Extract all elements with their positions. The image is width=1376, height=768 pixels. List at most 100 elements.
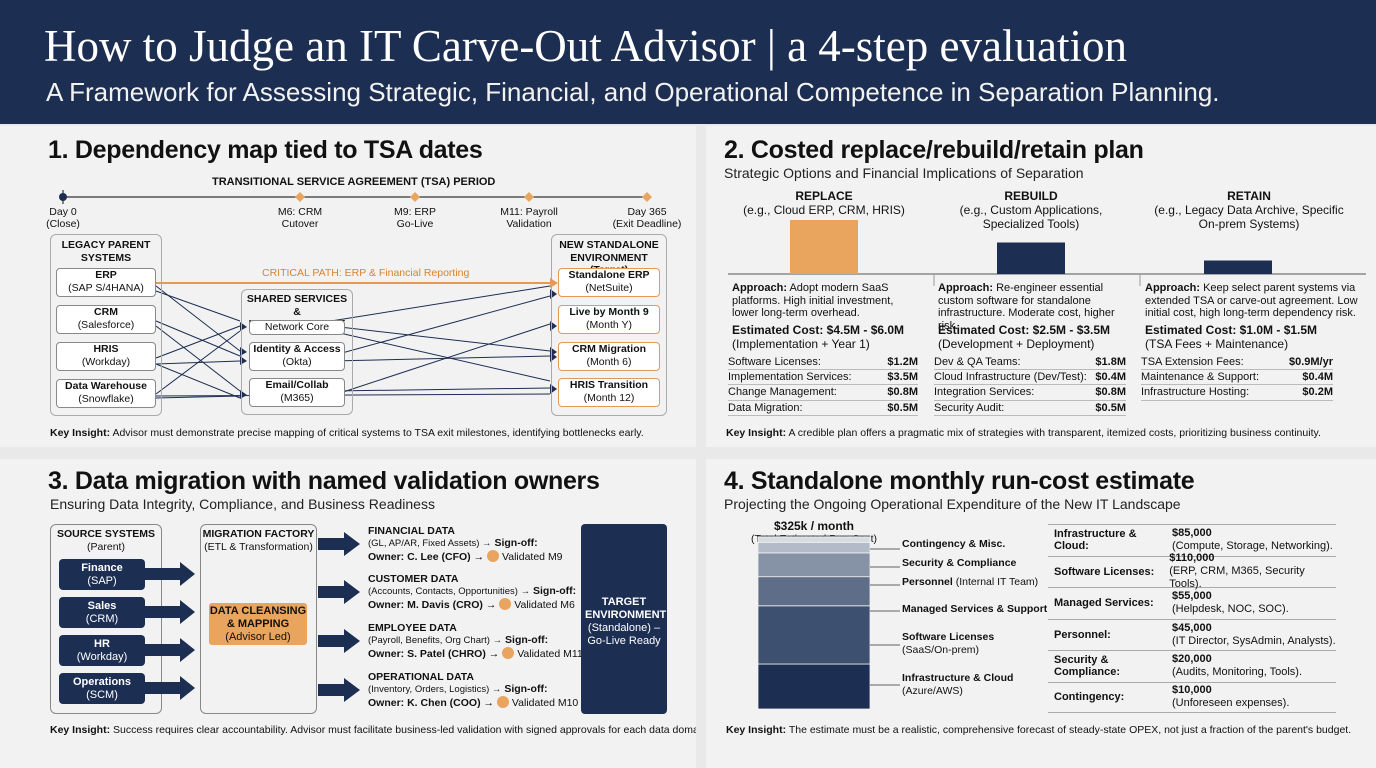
run-cost-segment [757, 576, 871, 607]
option-replace-title: REPLACE (e.g., Cloud ERP, CRM, HRIS) [743, 189, 905, 217]
milestone-dot [642, 192, 652, 202]
cost-item-row: TSA Extension Fees: $0.9M/yr [1141, 355, 1333, 371]
option-retain-title: RETAIN (e.g., Legacy Data Archive, Specif… [1154, 189, 1344, 231]
option-replace-approach: Approach: Adopt modern SaaS platforms. H… [732, 282, 894, 320]
segment-label-software: Software Licenses (SaaS/On-prem) [902, 631, 995, 656]
run-cost-total: $325k / month [773, 519, 855, 533]
option-retain-items: TSA Extension Fees: $0.9M/yr Maintenance … [1141, 355, 1333, 401]
cost-item-row: Infrastructure Hosting: $0.2M [1141, 385, 1333, 401]
table-row: Contingency: $10,000 (Unforeseen expenses)… [1048, 681, 1336, 713]
milestone-label: M9: ERP Go-Live [393, 206, 436, 230]
legacy-hris-box: HRIS (Workday) [56, 342, 156, 371]
table-row: Personnel: $45,000 (IT Director, SysAdmin,… [1048, 618, 1336, 651]
cost-item-row: Maintenance & Support: $0.4M [1141, 370, 1333, 386]
option-retain-cost: Estimated Cost: $1.0M - $1.5M (TSA Fees +… [1145, 323, 1318, 351]
migration-factory-container [200, 524, 317, 714]
source-finance-box: Finance (SAP) [59, 559, 145, 590]
option-replace-items: Software Licenses: $1.2M Implementation S… [728, 355, 918, 416]
migration-arrows [145, 532, 360, 702]
domain-financial: FINANCIAL DATA (GL, AP/AR, Fixed Assets)… [368, 525, 563, 563]
run-cost-table: Infrastructure & Cloud: $85,000 (Compute, … [1048, 524, 1336, 713]
source-hr-box: HR (Workday) [59, 635, 145, 666]
run-cost-stacked-bar [757, 535, 900, 710]
option-cost-bar-retain [1204, 260, 1272, 274]
table-row: Security & Compliance: $20,000 (Audits, Mo… [1048, 650, 1336, 682]
cost-item-row: Security Audit: $0.5M [934, 401, 1126, 416]
live-by-month-9-box: Live by Month 9 (Month Y) [558, 305, 660, 334]
run-cost-segment [757, 536, 871, 543]
option-cost-bar-rebuild [997, 242, 1065, 274]
cost-item-row: Implementation Services: $3.5M [728, 370, 918, 386]
panel1-title: 1. Dependency map tied to TSA dates [48, 136, 483, 164]
run-cost-segment [757, 552, 871, 578]
milestone-label: M11: Payroll Validation [500, 206, 558, 230]
tsa-period-label: TRANSITIONAL SERVICE AGREEMENT (TSA) PER… [212, 176, 496, 188]
milestone-dot [59, 193, 67, 201]
panel2-title: 2. Costed replace/rebuild/retain plan [724, 136, 1144, 164]
panel3-title: 3. Data migration with named validation … [48, 467, 600, 495]
run-cost-segment [757, 541, 871, 554]
segment-label-infrastructure: Infrastructure & Cloud (Azure/AWS) [902, 672, 1014, 697]
legacy-systems-container [50, 234, 162, 416]
table-row: Infrastructure & Cloud: $85,000 (Compute, … [1048, 524, 1336, 556]
panel2-insight: Key Insight: A credible plan offers a pr… [726, 427, 1321, 439]
panel4-title: 4. Standalone monthly run-cost estimate [724, 467, 1195, 495]
milestone-dot [410, 192, 420, 202]
cost-item-row: Dev & QA Teams: $1.8M [934, 355, 1126, 371]
check-circle-icon [502, 647, 515, 659]
check-circle-icon [496, 696, 509, 708]
crm-migration-box: CRM Migration (Month 6) [558, 342, 660, 371]
data-cleansing-box: DATA CLEANSING & MAPPING (Advisor Led) [209, 603, 307, 645]
option-rebuild-approach: Approach: Re-engineer essential custom s… [938, 282, 1115, 332]
segment-label-security: Security & Compliance [902, 557, 1017, 569]
option-cost-chart [728, 220, 1366, 286]
option-rebuild-cost: Estimated Cost: $2.5M - $3.5M (Developmen… [938, 323, 1111, 351]
email-collab-box: Email/Collab (M365) [249, 378, 345, 407]
check-circle-icon [499, 598, 512, 610]
domain-operational: OPERATIONAL DATA (Inventory, Orders, Log… [368, 671, 579, 709]
run-cost-segment [757, 663, 871, 710]
milestone-label: Day 365 (Exit Deadline) [612, 206, 682, 230]
table-row: Managed Services: $55,000 (Helpdesk, NOC, … [1048, 587, 1336, 619]
panel-costed-plan: 2. Costed replace/rebuild/retain plan St… [706, 126, 1376, 447]
cost-item-row: Integration Services: $0.8M [934, 385, 1126, 401]
source-sales-box: Sales (CRM) [59, 597, 145, 628]
check-circle-icon [487, 550, 500, 562]
migration-factory-title: MIGRATION FACTORY (ETL & Transformation) [202, 528, 315, 553]
panel-run-cost: 4. Standalone monthly run-cost estimate … [706, 459, 1376, 768]
panel2-subtitle: Strategic Options and Financial Implicat… [724, 165, 1084, 181]
dependency-connectors [155, 285, 551, 399]
legacy-crm-box: CRM (Salesforce) [56, 305, 156, 334]
option-rebuild-items: Dev & QA Teams: $1.8M Cloud Infrastructur… [934, 355, 1126, 416]
page-header: How to Judge an IT Carve-Out Advisor | a… [0, 0, 1376, 124]
legacy-erp-box: ERP (SAP S/4HANA) [56, 268, 156, 297]
network-core-box: Network Core [249, 320, 345, 335]
segment-label-personnel: Personnel (Internal IT Team) [902, 576, 1039, 588]
milestone-label: Day 0 (Close) [46, 206, 80, 230]
option-rebuild-title: REBUILD (e.g., Custom Applications, Speci… [959, 189, 1103, 231]
source-operations-box: Operations (SCM) [59, 673, 145, 704]
critical-path-label: CRITICAL PATH: ERP & Financial Reporting [262, 267, 470, 279]
shared-services-container [241, 289, 353, 415]
cost-item-row: Software Licenses: $1.2M [728, 355, 918, 371]
panel3-subtitle: Ensuring Data Integrity, Compliance, and… [50, 496, 435, 512]
legacy-data-warehouse-box: Data Warehouse (Snowflake) [56, 379, 156, 408]
target-environment-box: TARGET ENVIRONMENT (Standalone) – Go-Live… [581, 524, 667, 714]
cost-item-row: Change Management: $0.8M [728, 385, 918, 401]
segment-label-contingency: Contingency & Misc. [902, 538, 1006, 550]
source-systems-container [50, 524, 162, 714]
option-replace-cost: Estimated Cost: $4.5M - $6.0M (Implementa… [732, 323, 905, 351]
panel-data-migration: 3. Data migration with named validation … [0, 459, 696, 768]
panel-dependency-map: 1. Dependency map tied to TSA dates [0, 126, 696, 447]
run-cost-segment [757, 605, 871, 665]
source-systems-title: SOURCE SYSTEMS (Parent) [56, 528, 156, 553]
segment-label-managed-services: Managed Services & Support [902, 603, 1048, 615]
standalone-erp-box: Standalone ERP (NetSuite) [558, 268, 660, 297]
panel3-insight: Key Insight: Success requires clear acco… [50, 724, 696, 736]
option-cost-bar-replace [790, 220, 858, 274]
milestone-label: M6: CRM Cutover [277, 206, 323, 230]
target-environment-container [551, 234, 667, 416]
panel1-insight: Key Insight: Advisor must demonstrate pr… [50, 427, 644, 439]
identity-access-box: Identity & Access (Okta) [249, 342, 345, 371]
page-subtitle: A Framework for Assessing Strategic, Fin… [46, 77, 1220, 107]
